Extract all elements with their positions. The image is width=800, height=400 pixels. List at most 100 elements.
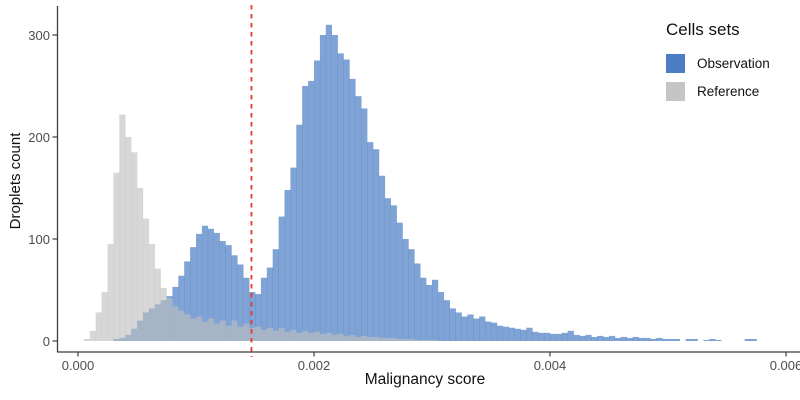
histogram-bar-observation: [449, 308, 456, 341]
histogram-bar-observation: [432, 279, 439, 341]
histogram-bar-reference: [178, 310, 185, 341]
histogram-bar-reference: [266, 327, 273, 341]
histogram-bar-reference: [402, 338, 409, 341]
histogram-bar-observation: [196, 233, 203, 341]
histogram-bar-reference: [349, 334, 356, 341]
histogram-bar-observation: [337, 53, 344, 342]
histogram-bar-observation: [662, 338, 669, 341]
histogram-bar-observation: [243, 277, 250, 341]
y-tick-label: 100: [28, 231, 50, 247]
histogram-bar-reference: [148, 244, 155, 341]
histogram-bar-reference: [343, 335, 350, 341]
histogram-bar-reference: [237, 326, 244, 341]
histogram-bar-reference: [95, 312, 102, 341]
histogram-bar-observation: [184, 261, 191, 341]
histogram-bar-observation: [479, 316, 486, 341]
histogram-bar-reference: [260, 329, 268, 341]
histogram-bar-reference: [101, 292, 108, 341]
histogram-bar-observation: [668, 338, 675, 341]
observation-swatch-icon: [666, 53, 685, 73]
legend-item-observation: Observation: [666, 49, 800, 77]
histogram-bar-observation: [390, 205, 397, 341]
histogram-bar-observation: [331, 35, 338, 341]
legend-item-reference: Reference: [666, 77, 800, 105]
histogram-bar-observation: [178, 275, 185, 341]
histogram-bar-observation: [591, 336, 598, 341]
histogram-bar-reference: [113, 172, 120, 341]
histogram-bar-observation: [384, 198, 391, 341]
histogram-bar-observation: [673, 338, 681, 341]
histogram-bar-observation: [656, 337, 663, 341]
legend-label-observation: Observation: [697, 55, 770, 71]
histogram-bar-observation: [603, 336, 610, 341]
histogram-bar-observation: [609, 335, 616, 341]
histogram-bar-observation: [225, 245, 232, 341]
histogram-bar-observation: [219, 241, 226, 341]
reference-swatch-icon: [666, 81, 685, 101]
histogram-bar-observation: [296, 124, 303, 341]
histogram-bar-observation: [237, 264, 244, 341]
histogram-bar-reference: [378, 337, 386, 341]
histogram-bar-observation: [272, 249, 279, 341]
y-tick-label: 200: [28, 129, 50, 145]
histogram-bar-observation: [520, 329, 527, 341]
histogram-bar-reference: [420, 339, 427, 341]
histogram-bar-observation: [414, 263, 421, 341]
histogram-bar-observation: [308, 80, 315, 342]
histogram-bar-observation: [231, 255, 238, 341]
histogram-bar-reference: [131, 152, 138, 341]
histogram-bar-observation: [650, 338, 657, 341]
x-tick-label: 0.002: [297, 358, 331, 373]
histogram-bar-observation: [567, 330, 574, 341]
histogram-bar-observation: [455, 312, 462, 341]
histogram-bar-reference: [367, 336, 374, 341]
histogram-bar-observation: [614, 337, 622, 341]
histogram-bar-observation: [514, 328, 521, 341]
histogram-bar-reference: [337, 333, 344, 341]
histogram-bar-reference: [219, 320, 226, 341]
histogram-bar-reference: [190, 318, 197, 341]
histogram-bar-reference: [396, 338, 403, 341]
histogram-bar-observation: [555, 333, 563, 341]
histogram-bar-observation: [685, 338, 692, 341]
x-tick-label: 0.006: [769, 358, 800, 373]
histogram-bar-observation: [508, 327, 515, 341]
histogram-bar-reference: [373, 336, 380, 341]
histogram-bar-observation: [626, 337, 633, 341]
histogram-bar-observation: [201, 225, 209, 341]
histogram-bar-reference: [308, 332, 315, 341]
histogram-bar-reference: [154, 268, 161, 341]
histogram-bar-observation: [485, 321, 492, 341]
histogram-bar-observation: [473, 318, 480, 341]
histogram-bar-reference: [249, 327, 256, 341]
histogram-bar-reference: [89, 330, 96, 341]
histogram-bar-reference: [355, 336, 362, 341]
histogram-bar-reference: [414, 339, 421, 341]
histogram-bar-reference: [255, 326, 262, 341]
histogram-bar-reference: [278, 327, 285, 341]
histogram-bar-reference: [172, 306, 179, 341]
histogram-bar-reference: [331, 334, 338, 341]
y-tick-label: 0: [42, 333, 50, 349]
histogram-bar-reference: [296, 332, 303, 341]
histogram-bar-reference: [384, 337, 391, 341]
histogram-bar-reference: [290, 329, 297, 341]
histogram-bar-reference: [225, 325, 232, 341]
legend-title: Cells sets: [666, 20, 740, 39]
histogram-bar-reference: [142, 218, 150, 341]
x-axis-title: Malignancy score: [364, 371, 486, 388]
histogram-bar-observation: [314, 60, 321, 341]
histogram-bar-reference: [314, 331, 321, 341]
legend: Cells sets Observation Reference: [666, 20, 800, 105]
histogram-bar-observation: [213, 232, 220, 341]
histogram-bar-observation: [709, 338, 716, 341]
histogram-bar-observation: [284, 190, 291, 341]
y-tick-label: 300: [28, 27, 50, 43]
histogram-bar-observation: [290, 167, 297, 341]
histogram-bar-observation: [715, 339, 722, 341]
histogram-bar-reference: [284, 331, 291, 341]
histogram-bar-observation: [561, 332, 568, 341]
histogram-bar-observation: [396, 222, 403, 341]
histogram-bar-reference: [390, 337, 397, 341]
